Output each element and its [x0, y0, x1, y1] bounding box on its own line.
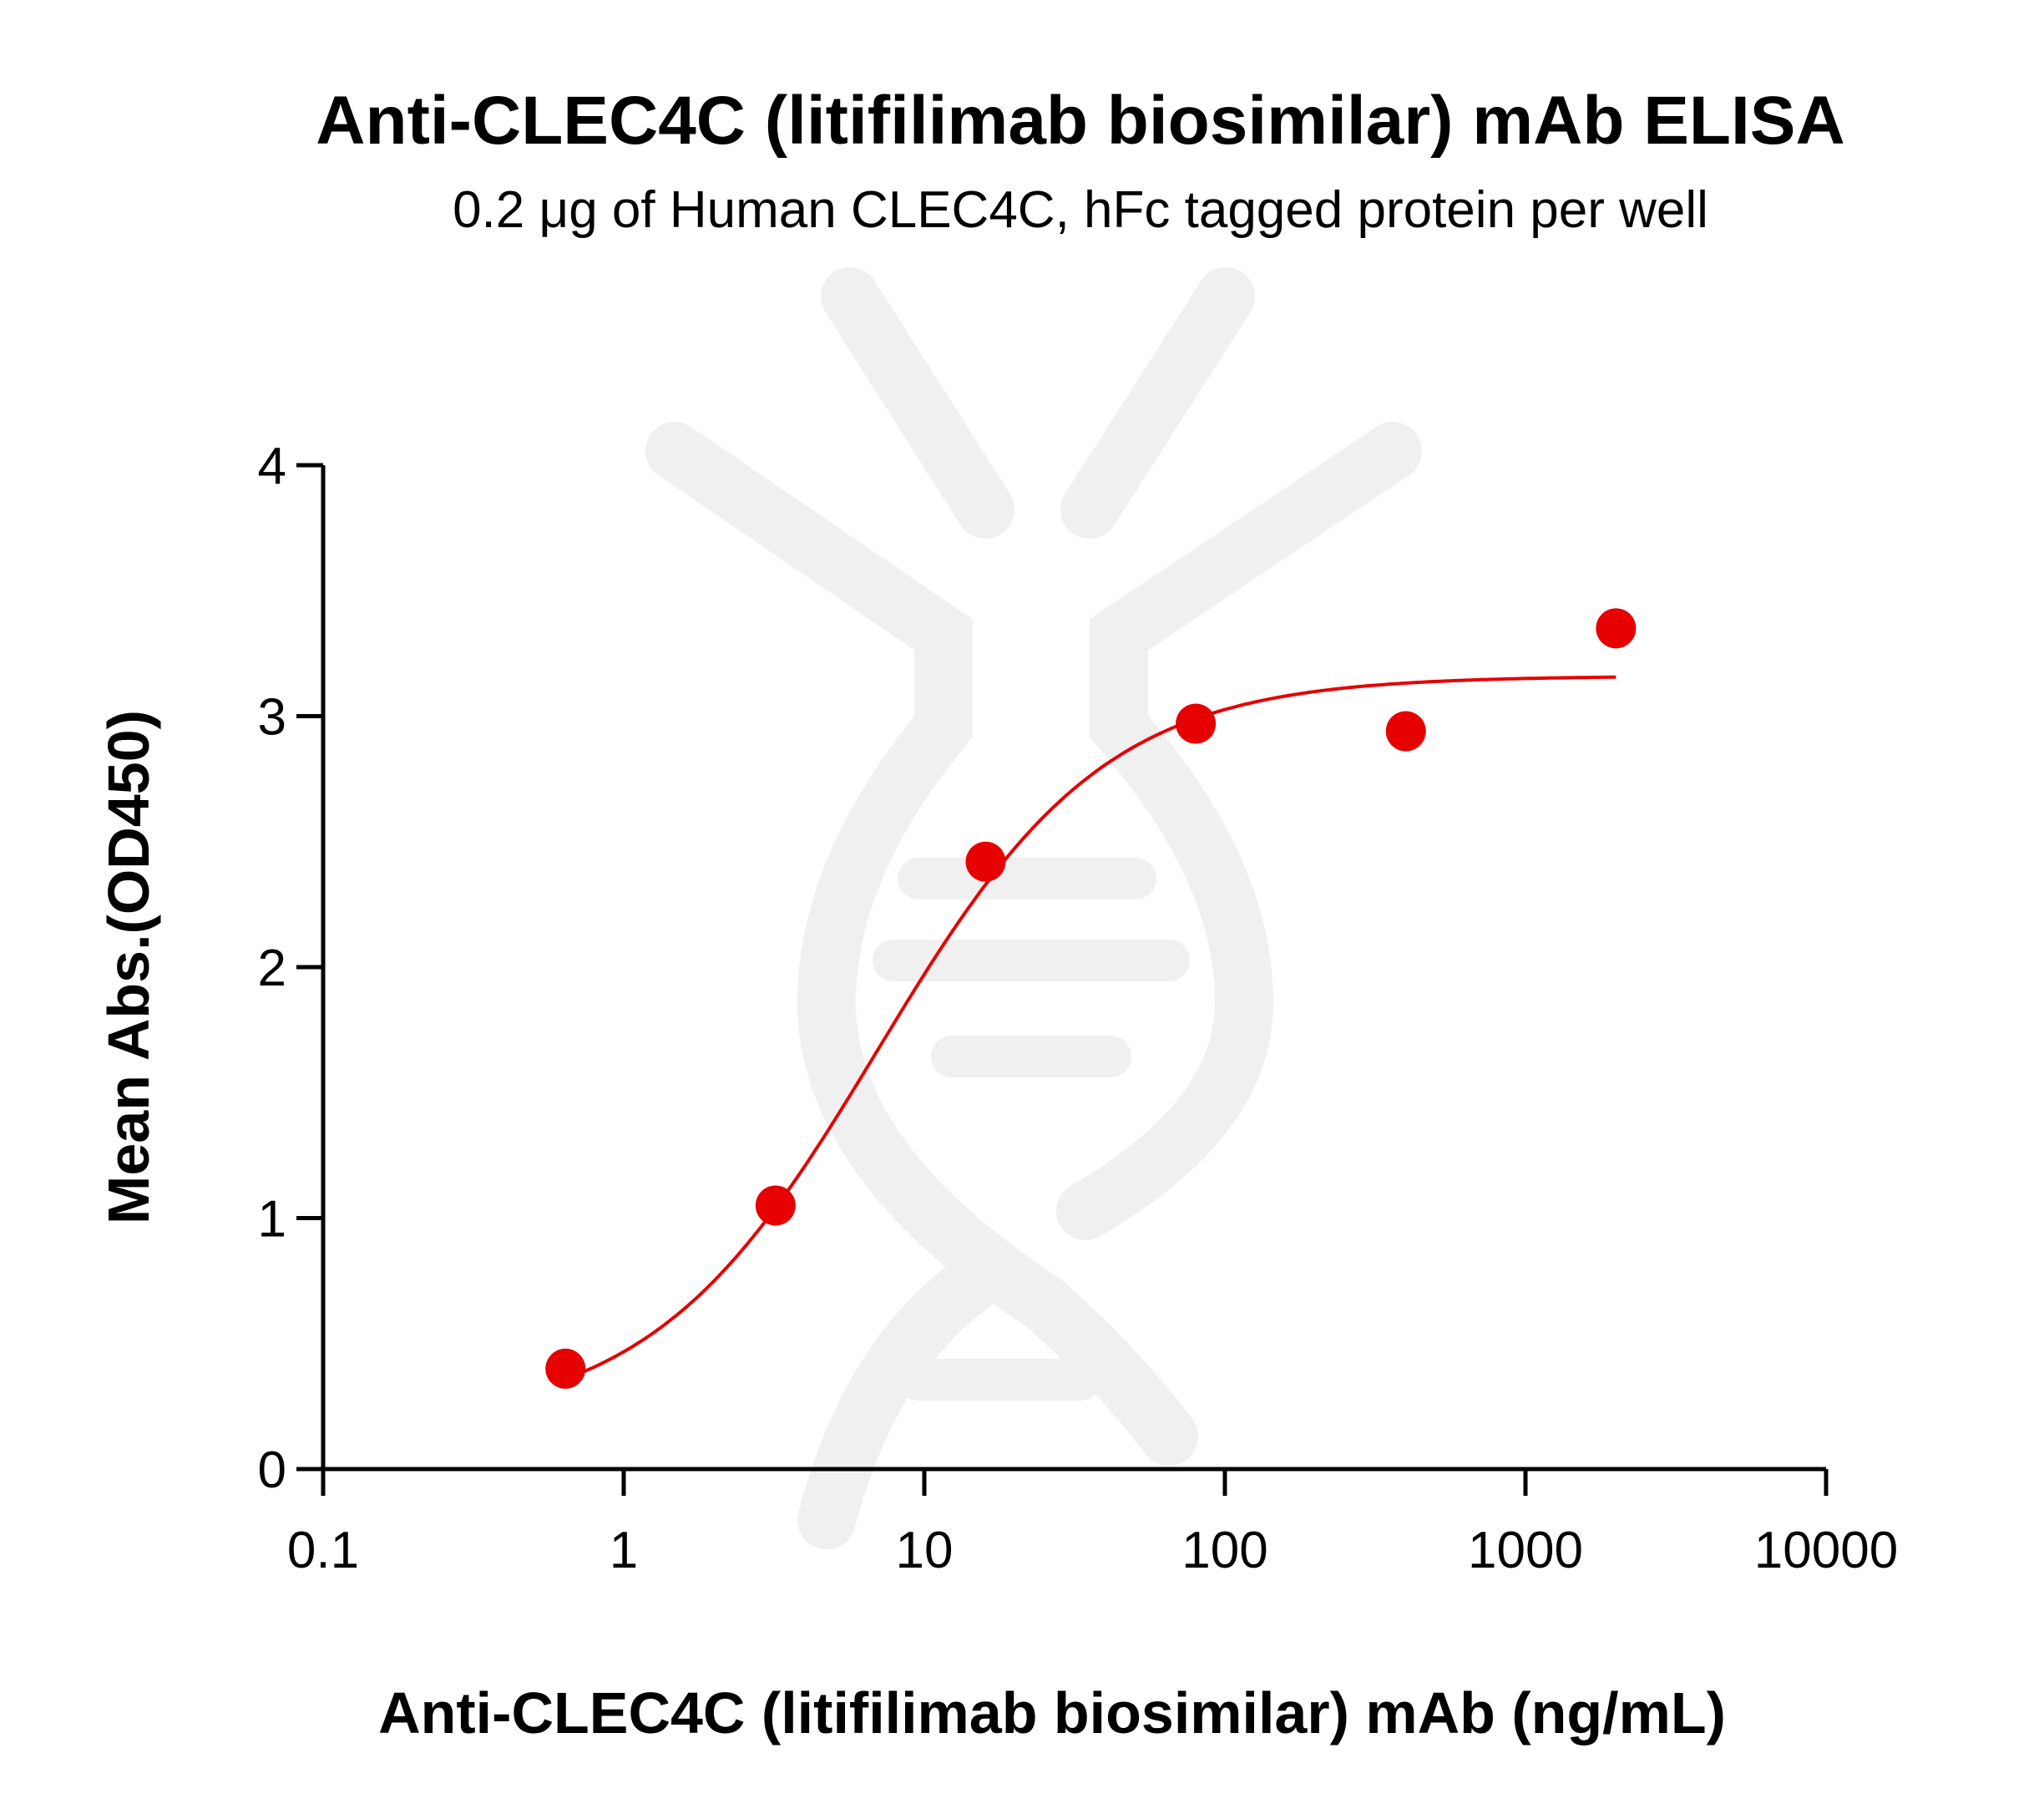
y-axis-ticks: 0 1 2 3 4: [258, 438, 323, 1499]
x-tick-label: 1000: [1468, 1522, 1583, 1579]
data-point: [545, 1348, 586, 1389]
data-points: [545, 608, 1637, 1389]
data-point: [1176, 703, 1217, 744]
y-tick-label: 2: [258, 940, 286, 997]
x-tick-label: 10: [896, 1522, 954, 1579]
data-point: [965, 841, 1006, 882]
y-tick-label: 0: [258, 1442, 286, 1499]
y-tick-label: 3: [258, 689, 286, 747]
chart-title: Anti-CLEC4C (litifilimab biosimilar) mAb…: [316, 83, 1844, 159]
y-axis-label: Mean Abs.(OD450): [96, 710, 161, 1224]
y-tick-label: 1: [258, 1191, 286, 1249]
chart-subtitle: 0.2 μg of Human CLEC4C, hFc tagged prote…: [453, 181, 1708, 239]
data-point: [1596, 608, 1637, 649]
x-axis-label: Anti-CLEC4C (litifilimab biosimilar) mAb…: [378, 1680, 1726, 1746]
data-point: [1385, 711, 1426, 752]
x-tick-label: 10000: [1754, 1522, 1898, 1579]
x-axis-ticks: 0.1 1 10 100 1000 10000: [287, 1469, 1898, 1579]
data-point: [755, 1185, 796, 1226]
fit-curve: [564, 675, 1616, 1381]
x-tick-label: 1: [610, 1522, 638, 1579]
x-tick-label: 0.1: [287, 1522, 359, 1579]
x-tick-label: 100: [1181, 1522, 1267, 1579]
y-tick-label: 4: [258, 438, 286, 495]
watermark-logo: [645, 267, 1422, 1549]
